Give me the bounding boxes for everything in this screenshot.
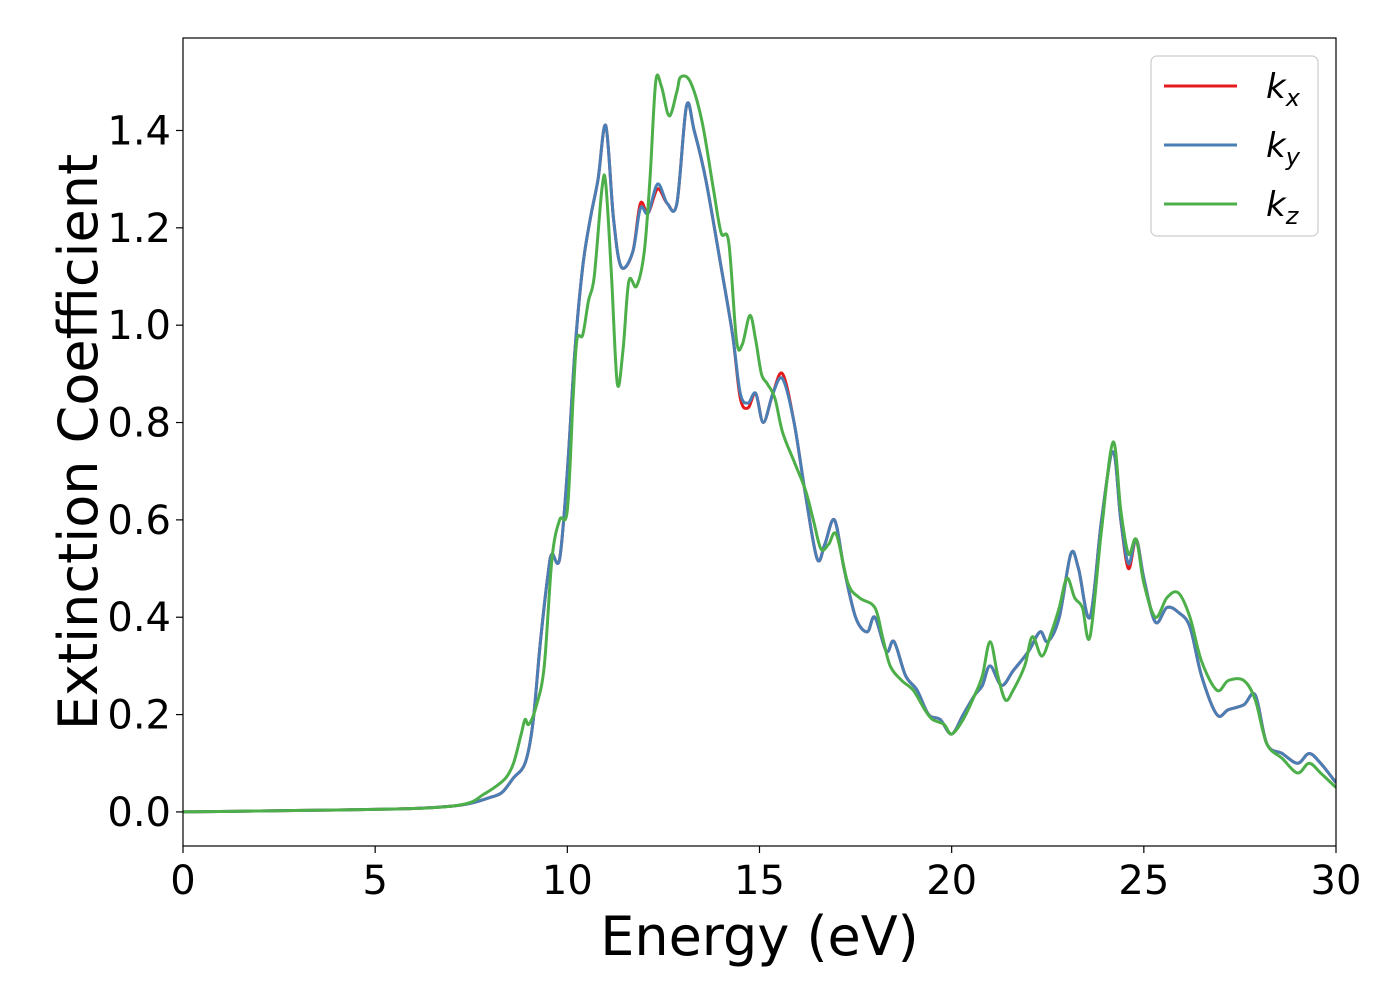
y-tick-label: 1.4 — [107, 108, 171, 154]
y-axis-ticks: 0.0 0.2 0.4 0.6 0.8 1.0 1.2 1.4 — [107, 108, 183, 836]
plot-frame — [182, 37, 1337, 847]
x-tick-label: 15 — [734, 858, 785, 904]
y-tick-label: 0.6 — [107, 498, 171, 544]
legend-label-subscript: x — [1285, 84, 1301, 112]
legend-label-base: k — [1266, 185, 1287, 225]
y-tick-label: 0.4 — [107, 595, 171, 641]
legend-label-subscript: z — [1285, 202, 1300, 230]
series-line-k-z — [183, 73, 1336, 814]
x-tick-label: 20 — [926, 858, 977, 904]
legend-label-base: k — [1266, 126, 1287, 166]
legend-label-y: ky — [1266, 126, 1301, 171]
legend-label-base: k — [1266, 67, 1287, 107]
y-tick-label: 0.8 — [107, 401, 171, 447]
legend-label-subscript: y — [1285, 143, 1301, 171]
series-lines — [183, 73, 1336, 814]
legend-label-z: kz — [1266, 185, 1300, 230]
y-tick-label: 1.2 — [107, 206, 171, 252]
y-tick-label: 0.2 — [107, 693, 171, 739]
y-axis-label: Extinction Coefficient — [47, 154, 110, 730]
y-tick-label: 0.0 — [107, 790, 171, 836]
y-tick-label: 1.0 — [107, 303, 171, 349]
x-axis-label: Energy (eV) — [600, 905, 919, 968]
x-axis-ticks: 0 5 10 15 20 25 30 — [170, 846, 1361, 904]
x-tick-label: 0 — [170, 858, 195, 904]
x-tick-label: 10 — [542, 858, 593, 904]
x-tick-label: 25 — [1118, 858, 1169, 904]
x-tick-label: 5 — [362, 858, 387, 904]
x-tick-label: 30 — [1311, 858, 1362, 904]
legend-label-x: kx — [1266, 67, 1301, 112]
